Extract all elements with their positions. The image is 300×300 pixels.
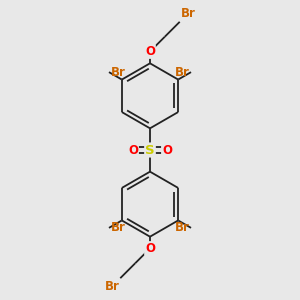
- Text: O: O: [128, 143, 138, 157]
- Text: O: O: [162, 143, 172, 157]
- Text: Br: Br: [175, 221, 190, 234]
- Text: Br: Br: [175, 66, 190, 79]
- Text: S: S: [145, 143, 155, 157]
- Text: Br: Br: [110, 66, 125, 79]
- Text: Br: Br: [181, 7, 196, 20]
- Text: O: O: [145, 45, 155, 58]
- Text: Br: Br: [110, 221, 125, 234]
- Text: O: O: [145, 242, 155, 255]
- Text: Br: Br: [104, 280, 119, 293]
